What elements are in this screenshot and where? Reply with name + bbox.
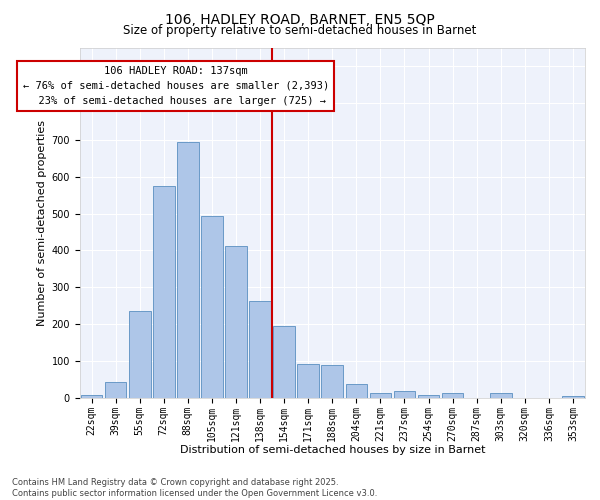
Bar (177, 142, 199, 398)
Text: Size of property relative to semi-detached houses in Barnet: Size of property relative to semi-detach… (124, 24, 476, 37)
Bar (418, 395, 439, 398)
Bar (490, 393, 512, 398)
Bar (346, 384, 367, 398)
Text: 106, HADLEY ROAD, BARNET, EN5 5QP: 106, HADLEY ROAD, BARNET, EN5 5QP (165, 12, 435, 26)
Bar (81, 395, 103, 398)
Bar (105, 382, 127, 398)
Bar (442, 393, 463, 398)
Bar (153, 186, 175, 398)
Text: 106 HADLEY ROAD: 137sqm
← 76% of semi-detached houses are smaller (2,393)
  23% : 106 HADLEY ROAD: 137sqm ← 76% of semi-de… (23, 66, 329, 106)
Bar (394, 392, 415, 398)
Bar (322, 366, 343, 398)
Text: Contains HM Land Registry data © Crown copyright and database right 2025.
Contai: Contains HM Land Registry data © Crown c… (12, 478, 377, 498)
Bar (370, 393, 391, 398)
Bar (225, 246, 247, 398)
Bar (129, 310, 151, 398)
Y-axis label: Number of semi-detached properties: Number of semi-detached properties (37, 120, 47, 326)
X-axis label: Distribution of semi-detached houses by size in Barnet: Distribution of semi-detached houses by … (179, 445, 485, 455)
Bar (249, 301, 271, 398)
Bar (201, 216, 223, 398)
Bar (562, 396, 584, 398)
Bar (274, 326, 295, 398)
Bar (298, 364, 319, 398)
